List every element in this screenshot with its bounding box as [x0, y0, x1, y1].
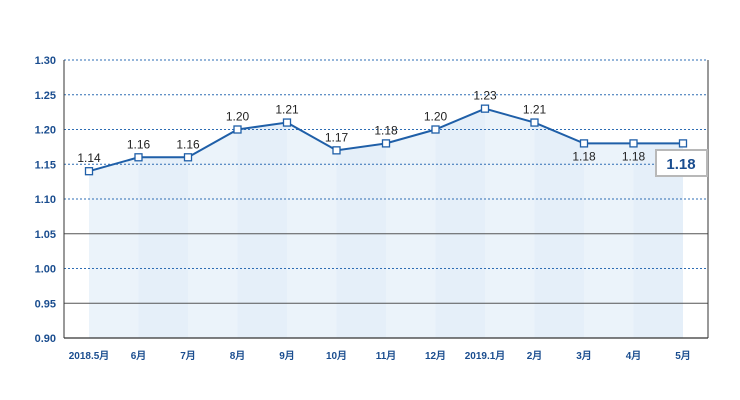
x-tick-label: 2月: [527, 350, 543, 362]
data-point: [431, 125, 440, 134]
data-point: [629, 139, 638, 148]
callout-value: 1.18: [666, 156, 695, 173]
series-group: [84, 104, 688, 176]
x-tick-label: 4月: [626, 350, 642, 362]
x-axis-ticks: 2018.5月 6月 7月 8月 9月 10月 11月 12月 2019.1月 2月 3月 4月 5月: [69, 350, 691, 362]
data-point: [332, 146, 341, 155]
data-point: [183, 153, 193, 162]
x-tick-label: 5月: [675, 350, 691, 362]
data-point: [84, 167, 94, 176]
data-point: [381, 139, 391, 148]
y-tick-label: 1.15: [35, 159, 56, 171]
data-point: [480, 104, 490, 113]
data-label: 1.16: [176, 137, 200, 151]
y-tick-label: 1.00: [35, 264, 56, 276]
data-label: 1.21: [523, 103, 547, 117]
x-tick-label: 3月: [576, 350, 592, 362]
x-tick-label: 2018.5月: [69, 350, 110, 362]
data-point: [579, 139, 589, 148]
data-label: 1.14: [77, 151, 101, 165]
y-axis-ticks: 1.30 1.25 1.20 1.15 1.10 1.05 1.00 0.95 0.90: [35, 55, 56, 345]
data-label: 1.18: [374, 123, 398, 137]
data-point: [134, 153, 143, 162]
y-tick-label: 0.95: [35, 298, 56, 310]
data-point: [530, 118, 539, 127]
x-tick-label: 7月: [180, 350, 196, 362]
x-tick-label: 12月: [425, 350, 446, 362]
x-tick-label: 11月: [376, 350, 397, 362]
y-tick-label: 1.30: [35, 55, 56, 67]
data-label: 1.18: [572, 149, 596, 163]
data-point: [233, 125, 242, 134]
latest-value-callout: 1.18: [655, 149, 708, 177]
area-fill: [89, 108, 683, 339]
data-label: 1.17: [325, 130, 349, 144]
y-tick-label: 0.90: [35, 333, 56, 345]
callout-box: [655, 149, 708, 177]
y-tick-label: 1.05: [35, 229, 56, 241]
x-tick-label: 8月: [230, 350, 246, 362]
data-point: [282, 118, 292, 127]
column-band: [386, 60, 436, 338]
data-label: 1.20: [424, 110, 448, 124]
x-tick-label: 10月: [326, 350, 347, 362]
y-tick-label: 1.25: [35, 90, 56, 102]
y-tick-label: 1.20: [35, 125, 56, 137]
x-tick-label: 9月: [279, 350, 295, 362]
x-tick-label: 6月: [131, 350, 147, 362]
data-label: 1.23: [473, 89, 497, 103]
data-label: 1.16: [127, 137, 151, 151]
data-label: 1.18: [622, 149, 646, 163]
x-tick-label: 2019.1月: [465, 350, 506, 362]
y-tick-label: 1.10: [35, 194, 56, 206]
data-label: 1.20: [226, 110, 250, 124]
data-labels: 1.14 1.16 1.16 1.20 1.21 1.17 1.18 1.20 1.23 1.21…: [77, 89, 645, 166]
data-point: [678, 139, 688, 148]
data-label: 1.21: [275, 103, 299, 117]
grid-lines: [63, 59, 709, 339]
